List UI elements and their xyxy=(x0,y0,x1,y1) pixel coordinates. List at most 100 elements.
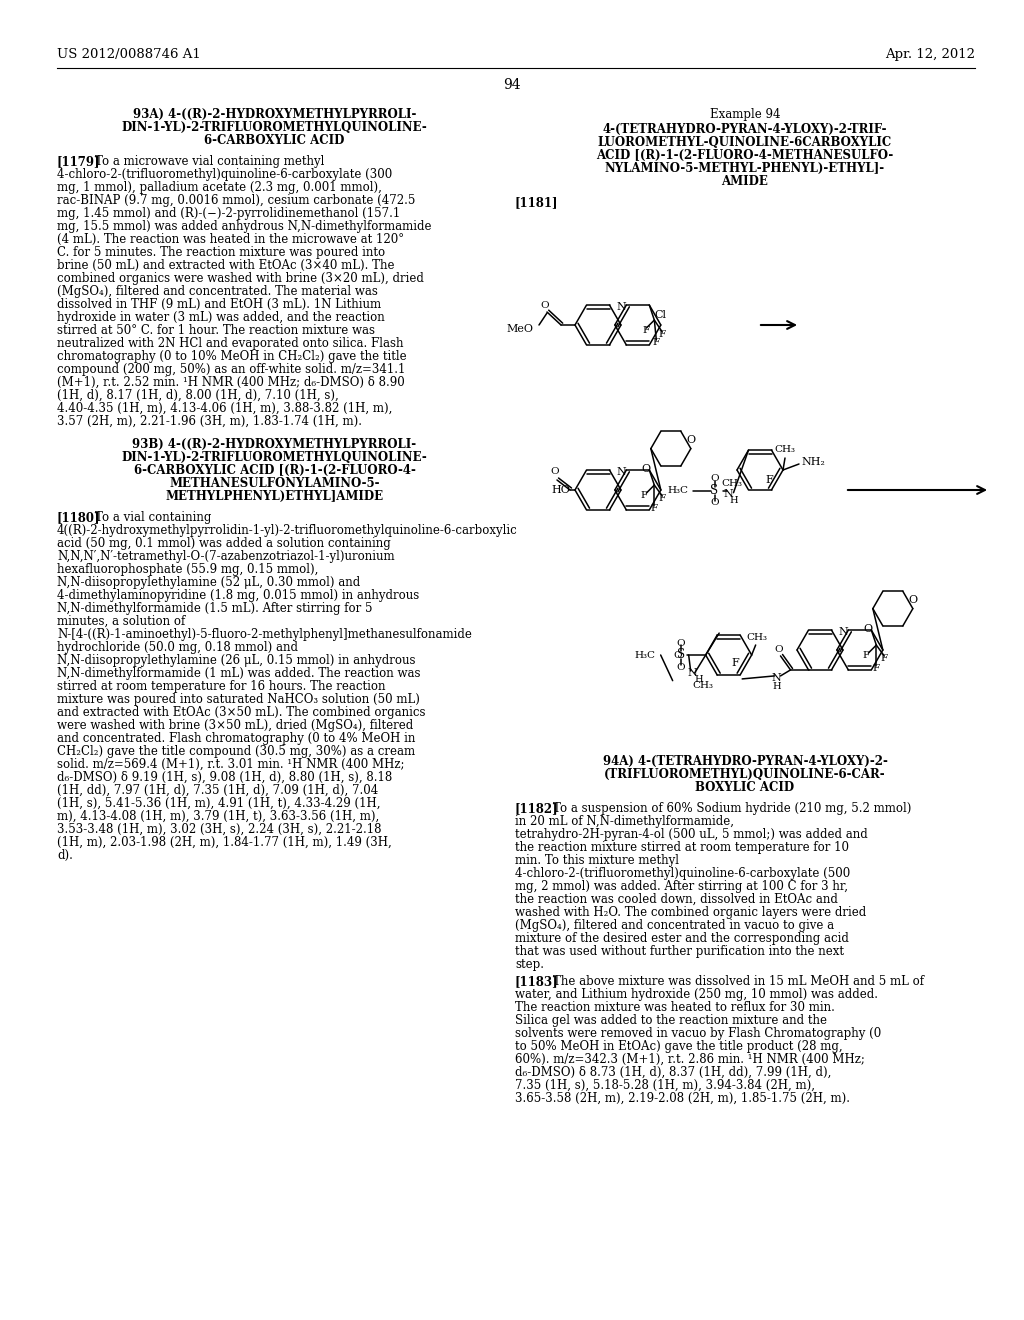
Text: (MgSO₄), filtered and concentrated. The material was: (MgSO₄), filtered and concentrated. The … xyxy=(57,285,378,298)
Text: F: F xyxy=(652,338,659,347)
Text: 4((R)-2-hydroxymethylpyrrolidin-1-yl)-2-trifluoromethylquinoline-6-carboxylic: 4((R)-2-hydroxymethylpyrrolidin-1-yl)-2-… xyxy=(57,524,518,537)
Text: 4-(TETRAHYDRO-PYRAN-4-YLOXY)-2-TRIF-: 4-(TETRAHYDRO-PYRAN-4-YLOXY)-2-TRIF- xyxy=(603,123,887,136)
Text: S: S xyxy=(711,484,719,498)
Text: mg, 1 mmol), palladium acetate (2.3 mg, 0.001 mmol),: mg, 1 mmol), palladium acetate (2.3 mg, … xyxy=(57,181,382,194)
Text: mixture was poured into saturated NaHCO₃ solution (50 mL): mixture was poured into saturated NaHCO₃… xyxy=(57,693,420,706)
Text: BOXYLIC ACID: BOXYLIC ACID xyxy=(695,781,795,795)
Text: O: O xyxy=(711,498,719,507)
Text: H₃C: H₃C xyxy=(668,486,688,495)
Text: and concentrated. Flash chromatography (0 to 4% MeOH in: and concentrated. Flash chromatography (… xyxy=(57,733,416,744)
Text: O: O xyxy=(686,434,695,445)
Text: combined organics were washed with brine (3×20 mL), dried: combined organics were washed with brine… xyxy=(57,272,424,285)
Text: Silica gel was added to the reaction mixture and the: Silica gel was added to the reaction mix… xyxy=(515,1014,827,1027)
Text: O: O xyxy=(711,474,719,483)
Text: [1179]: [1179] xyxy=(57,154,100,168)
Text: chromatography (0 to 10% MeOH in CH₂Cl₂) gave the title: chromatography (0 to 10% MeOH in CH₂Cl₂)… xyxy=(57,350,407,363)
Text: 94: 94 xyxy=(503,78,521,92)
Text: O: O xyxy=(641,465,650,474)
Text: [1180]: [1180] xyxy=(57,511,100,524)
Text: DIN-1-YL)-2-TRIFLUOROMETHYLQUINOLINE-: DIN-1-YL)-2-TRIFLUOROMETHYLQUINOLINE- xyxy=(122,121,427,135)
Text: O: O xyxy=(674,651,682,660)
Text: F: F xyxy=(651,504,657,512)
Text: [1181]: [1181] xyxy=(515,195,558,209)
Text: O: O xyxy=(676,639,685,648)
Text: The reaction mixture was heated to reflux for 30 min.: The reaction mixture was heated to reflu… xyxy=(515,1001,835,1014)
Text: [1183]: [1183] xyxy=(515,975,559,987)
Text: water, and Lithium hydroxide (250 mg, 10 mmol) was added.: water, and Lithium hydroxide (250 mg, 10… xyxy=(515,987,878,1001)
Text: H: H xyxy=(694,676,702,685)
Text: 60%). m/z=342.3 (M+1), r.t. 2.86 min. ¹H NMR (400 MHz;: 60%). m/z=342.3 (M+1), r.t. 2.86 min. ¹H… xyxy=(515,1053,865,1067)
Text: 93A) 4-((R)-2-HYDROXYMETHYLPYRROLI-: 93A) 4-((R)-2-HYDROXYMETHYLPYRROLI- xyxy=(133,108,416,121)
Text: METHYLPHENYL)ETHYL]AMIDE: METHYLPHENYL)ETHYL]AMIDE xyxy=(166,490,384,503)
Text: N: N xyxy=(724,488,733,499)
Text: 4-dimethylaminopyridine (1.8 mg, 0.015 mmol) in anhydrous: 4-dimethylaminopyridine (1.8 mg, 0.015 m… xyxy=(57,589,419,602)
Text: neutralized with 2N HCl and evaporated onto silica. Flash: neutralized with 2N HCl and evaporated o… xyxy=(57,337,403,350)
Text: 3.53-3.48 (1H, m), 3.02 (3H, s), 2.24 (3H, s), 2.21-2.18: 3.53-3.48 (1H, m), 3.02 (3H, s), 2.24 (3… xyxy=(57,822,382,836)
Text: 7.35 (1H, s), 5.18-5.28 (1H, m), 3.94-3.84 (2H, m),: 7.35 (1H, s), 5.18-5.28 (1H, m), 3.94-3.… xyxy=(515,1078,815,1092)
Text: NYLAMINO-5-METHYL-PHENYL)-ETHYL]-: NYLAMINO-5-METHYL-PHENYL)-ETHYL]- xyxy=(605,162,885,176)
Text: stirred at room temperature for 16 hours. The reaction: stirred at room temperature for 16 hours… xyxy=(57,680,385,693)
Text: N: N xyxy=(688,668,697,678)
Text: hydroxide in water (3 mL) was added, and the reaction: hydroxide in water (3 mL) was added, and… xyxy=(57,312,385,323)
Text: hydrochloride (50.0 mg, 0.18 mmol) and: hydrochloride (50.0 mg, 0.18 mmol) and xyxy=(57,642,298,653)
Text: N,N-diisopropylethylamine (52 μL, 0.30 mmol) and: N,N-diisopropylethylamine (52 μL, 0.30 m… xyxy=(57,576,360,589)
Text: brine (50 mL) and extracted with EtOAc (3×40 mL). The: brine (50 mL) and extracted with EtOAc (… xyxy=(57,259,394,272)
Text: F: F xyxy=(658,494,666,503)
Text: were washed with brine (3×50 mL), dried (MgSO₄), filtered: were washed with brine (3×50 mL), dried … xyxy=(57,719,414,733)
Text: N-[4-((R)-1-aminoethyl)-5-fluoro-2-methylphenyl]methanesulfonamide: N-[4-((R)-1-aminoethyl)-5-fluoro-2-methy… xyxy=(57,628,472,642)
Text: HO: HO xyxy=(551,484,570,495)
Text: F: F xyxy=(658,330,666,339)
Text: F: F xyxy=(641,491,648,499)
Text: O: O xyxy=(908,594,918,605)
Text: CH₃: CH₃ xyxy=(692,681,713,690)
Text: 3.57 (2H, m), 2.21-1.96 (3H, m), 1.83-1.74 (1H, m).: 3.57 (2H, m), 2.21-1.96 (3H, m), 1.83-1.… xyxy=(57,414,362,428)
Text: US 2012/0088746 A1: US 2012/0088746 A1 xyxy=(57,48,201,61)
Text: (TRIFLUOROMETHYL)QUINOLINE-6-CAR-: (TRIFLUOROMETHYL)QUINOLINE-6-CAR- xyxy=(604,768,886,781)
Text: O: O xyxy=(774,645,782,655)
Text: (M+1), r.t. 2.52 min. ¹H NMR (400 MHz; d₆-DMSO) δ 8.90: (M+1), r.t. 2.52 min. ¹H NMR (400 MHz; d… xyxy=(57,376,404,389)
Text: step.: step. xyxy=(515,958,544,972)
Text: F: F xyxy=(881,653,888,663)
Text: in 20 mL of N,N-dimethylformamide,: in 20 mL of N,N-dimethylformamide, xyxy=(515,814,734,828)
Text: mg, 2 mmol) was added. After stirring at 100 C for 3 hr,: mg, 2 mmol) was added. After stirring at… xyxy=(515,880,848,894)
Text: To a microwave vial containing methyl: To a microwave vial containing methyl xyxy=(95,154,325,168)
Text: NH₂: NH₂ xyxy=(801,457,825,467)
Text: F: F xyxy=(872,664,880,673)
Text: To a vial containing: To a vial containing xyxy=(95,511,211,524)
Text: and extracted with EtOAc (3×50 mL). The combined organics: and extracted with EtOAc (3×50 mL). The … xyxy=(57,706,426,719)
Text: d₆-DMSO) δ 8.73 (1H, d), 8.37 (1H, dd), 7.99 (1H, d),: d₆-DMSO) δ 8.73 (1H, d), 8.37 (1H, dd), … xyxy=(515,1067,831,1078)
Text: solid. m/z=569.4 (M+1), r.t. 3.01 min. ¹H NMR (400 MHz;: solid. m/z=569.4 (M+1), r.t. 3.01 min. ¹… xyxy=(57,758,404,771)
Text: N,N,N′,N′-tetramethyl-O-(7-azabenzotriazol-1-yl)uronium: N,N,N′,N′-tetramethyl-O-(7-azabenzotriaz… xyxy=(57,550,394,564)
Text: washed with H₂O. The combined organic layers were dried: washed with H₂O. The combined organic la… xyxy=(515,906,866,919)
Text: (1H, d), 8.17 (1H, d), 8.00 (1H, d), 7.10 (1H, s),: (1H, d), 8.17 (1H, d), 8.00 (1H, d), 7.1… xyxy=(57,389,339,403)
Text: tetrahydro-2H-pyran-4-ol (500 uL, 5 mmol;) was added and: tetrahydro-2H-pyran-4-ol (500 uL, 5 mmol… xyxy=(515,828,867,841)
Text: min. To this mixture methyl: min. To this mixture methyl xyxy=(515,854,679,867)
Text: [1182]: [1182] xyxy=(515,803,559,814)
Text: Cl: Cl xyxy=(654,310,667,319)
Text: F: F xyxy=(731,657,739,668)
Text: acid (50 mg, 0.1 mmol) was added a solution containing: acid (50 mg, 0.1 mmol) was added a solut… xyxy=(57,537,391,550)
Text: d).: d). xyxy=(57,849,73,862)
Text: N,N-dimethylformamide (1.5 mL). After stirring for 5: N,N-dimethylformamide (1.5 mL). After st… xyxy=(57,602,373,615)
Text: O: O xyxy=(863,624,872,635)
Text: H₃C: H₃C xyxy=(635,651,655,660)
Text: LUOROMETHYL-QUINOLINE-6CARBOXYLIC: LUOROMETHYL-QUINOLINE-6CARBOXYLIC xyxy=(598,136,892,149)
Text: that was used without further purification into the next: that was used without further purificati… xyxy=(515,945,844,958)
Text: To a suspension of 60% Sodium hydride (210 mg, 5.2 mmol): To a suspension of 60% Sodium hydride (2… xyxy=(553,803,911,814)
Text: dissolved in THF (9 mL) and EtOH (3 mL). 1N Lithium: dissolved in THF (9 mL) and EtOH (3 mL).… xyxy=(57,298,381,312)
Text: C. for 5 minutes. The reaction mixture was poured into: C. for 5 minutes. The reaction mixture w… xyxy=(57,246,385,259)
Text: (1H, dd), 7.97 (1H, d), 7.35 (1H, d), 7.09 (1H, d), 7.04: (1H, dd), 7.97 (1H, d), 7.35 (1H, d), 7.… xyxy=(57,784,378,797)
Text: N,N-diisopropylethylamine (26 μL, 0.15 mmol) in anhydrous: N,N-diisopropylethylamine (26 μL, 0.15 m… xyxy=(57,653,416,667)
Text: (1H, s), 5.41-5.36 (1H, m), 4.91 (1H, t), 4.33-4.29 (1H,: (1H, s), 5.41-5.36 (1H, m), 4.91 (1H, t)… xyxy=(57,797,381,810)
Text: N: N xyxy=(839,627,848,638)
Text: 6-CARBOXYLIC ACID: 6-CARBOXYLIC ACID xyxy=(205,135,345,147)
Text: compound (200 mg, 50%) as an off-white solid. m/z=341.1: compound (200 mg, 50%) as an off-white s… xyxy=(57,363,406,376)
Text: S: S xyxy=(677,648,685,661)
Text: H: H xyxy=(729,496,738,506)
Text: CH₃: CH₃ xyxy=(746,632,767,642)
Text: CH₃: CH₃ xyxy=(722,479,742,488)
Text: O: O xyxy=(551,467,559,477)
Text: N: N xyxy=(772,673,781,682)
Text: mixture of the desired ester and the corresponding acid: mixture of the desired ester and the cor… xyxy=(515,932,849,945)
Text: 3.65-3.58 (2H, m), 2.19-2.08 (2H, m), 1.85-1.75 (2H, m).: 3.65-3.58 (2H, m), 2.19-2.08 (2H, m), 1.… xyxy=(515,1092,850,1105)
